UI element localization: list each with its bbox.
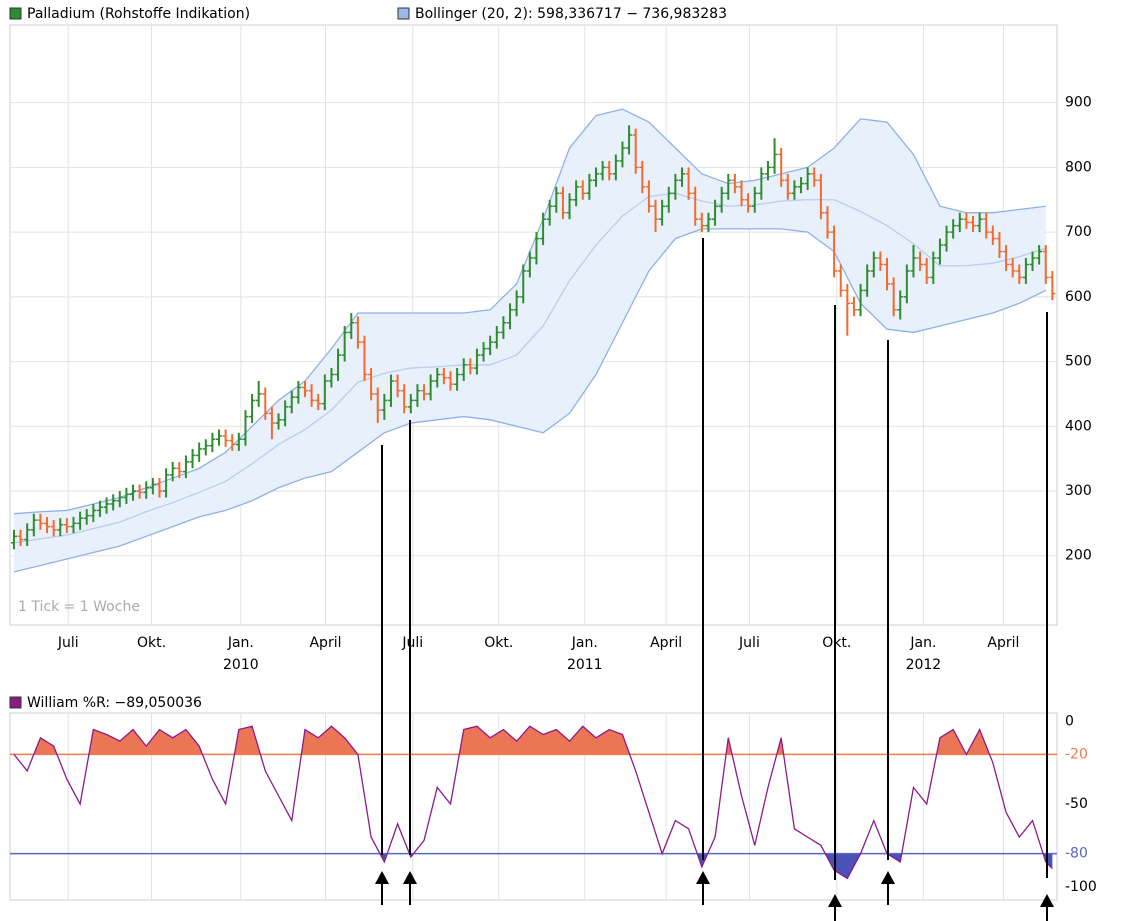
x-tick-label: Okt. <box>822 635 851 651</box>
x-tick-label: Juli <box>401 635 423 651</box>
band-lower <box>13 228 1047 573</box>
y-tick-label: 600 <box>1065 289 1092 305</box>
y-tick-label: -50 <box>1065 796 1088 812</box>
y-tick-label: 700 <box>1065 224 1092 240</box>
arrow <box>403 871 417 905</box>
y-tick-label: -20 <box>1065 746 1088 762</box>
x-tick-year: 2012 <box>906 657 942 673</box>
y-tick-label: 200 <box>1065 548 1092 564</box>
arrow <box>881 871 895 905</box>
x-tick-label: April <box>987 635 1019 651</box>
y-tick-label: 400 <box>1065 418 1092 434</box>
legend-swatch <box>9 7 22 20</box>
oversold-fill <box>13 853 1053 879</box>
y-tick-label: -100 <box>1065 879 1097 895</box>
annotation: 1 Tick = 1 Woche <box>18 599 140 615</box>
x-tick-label: Juli <box>57 635 79 651</box>
legend-swatch <box>397 7 410 20</box>
x-tick-year: 2010 <box>223 657 259 673</box>
legend-label: Palladium (Rohstoffe Indikation) <box>27 6 250 22</box>
band-middle <box>13 192 1046 544</box>
marks: Juli Okt. Jan. 2010 April Juli Okt. Jan. 2011 Apr… <box>10 95 1097 895</box>
y-tick-label: 0 <box>1065 713 1074 729</box>
signal-arrows <box>375 238 1054 921</box>
x-tick-label: Jan. <box>909 635 936 651</box>
x-tick-label: Okt. <box>484 635 513 651</box>
x-tick-label: April <box>309 635 341 651</box>
legend-label: Bollinger (20, 2): 598,336717 − 736,9832… <box>415 6 727 22</box>
x-tick-label: Okt. <box>137 635 166 651</box>
x-tick-label: Jan. <box>571 635 598 651</box>
arrow <box>696 871 710 905</box>
legend-swatch <box>9 696 22 709</box>
arrow <box>1040 894 1054 921</box>
y-tick-label: 800 <box>1065 159 1092 175</box>
y-tick-label: -80 <box>1065 846 1088 862</box>
y-tick-label: 900 <box>1065 95 1092 111</box>
y-tick-label: 500 <box>1065 354 1092 370</box>
legend-label: William %R: −89,050036 <box>27 695 202 711</box>
arrow <box>828 894 842 921</box>
x-tick-label: April <box>650 635 682 651</box>
wr-line <box>13 725 1053 880</box>
x-tick-label: Jan. <box>227 635 254 651</box>
overbought-fill <box>33 726 990 755</box>
x-tick-label: Juli <box>738 635 760 651</box>
arrow <box>375 871 389 905</box>
x-tick-year: 2011 <box>567 657 603 673</box>
y-tick-label: 300 <box>1065 483 1092 499</box>
